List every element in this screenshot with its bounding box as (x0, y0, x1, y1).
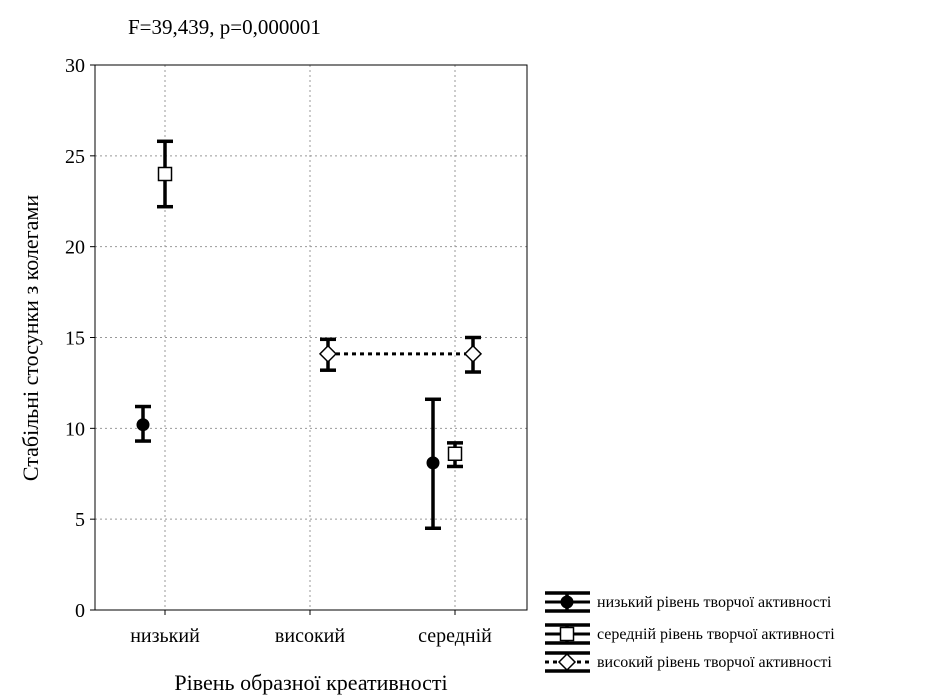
series-0 (135, 397, 441, 530)
y-axis-label: Стабільні стосунки з колегами (18, 195, 43, 482)
x-axis: низький високий середній (130, 610, 492, 647)
series-1 (157, 139, 463, 469)
legend: низький рівень творчої активності середні… (545, 591, 835, 673)
y-tick-label: 30 (65, 55, 85, 77)
data-point (318, 344, 338, 363)
legend-label: низький рівень творчої активності (597, 594, 832, 611)
legend-item-2: високий рівень творчої активності (545, 651, 832, 673)
legend-item-0: низький рівень творчої активності (545, 591, 832, 613)
grid (95, 65, 527, 610)
y-tick-label: 0 (75, 600, 85, 622)
x-tick-label: середній (418, 625, 492, 647)
legend-marker (557, 652, 577, 672)
y-axis: 0 5 10 15 20 25 30 (65, 55, 95, 622)
data-point (157, 166, 173, 182)
x-tick-label: високий (275, 625, 345, 647)
legend-item-1: середній рівень творчої активності (545, 623, 835, 645)
legend-label: високий рівень творчої активності (597, 654, 832, 671)
y-tick-label: 10 (65, 418, 85, 440)
data-point (426, 456, 440, 470)
y-tick-label: 20 (65, 237, 85, 259)
data-marks (135, 139, 483, 530)
chart-title: F=39,439, p=0,000001 (128, 15, 321, 39)
y-tick-label: 15 (65, 328, 85, 350)
legend-marker (559, 626, 575, 642)
x-axis-label: Рівень образної креативності (174, 670, 447, 695)
series-2 (318, 335, 483, 374)
legend-label: середній рівень творчої активності (597, 626, 835, 643)
data-point (463, 344, 483, 363)
data-point (136, 418, 150, 432)
y-tick-label: 5 (75, 509, 85, 531)
data-point (447, 446, 463, 462)
legend-marker (560, 595, 574, 609)
y-tick-label: 25 (65, 146, 85, 168)
x-tick-label: низький (130, 625, 200, 647)
